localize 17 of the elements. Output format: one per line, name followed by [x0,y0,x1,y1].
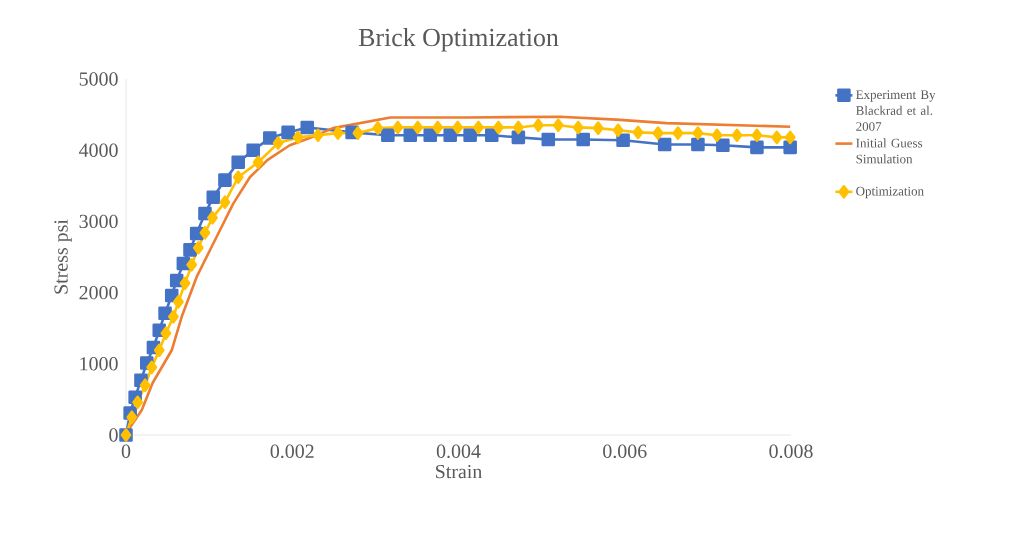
legend-label: Initial Guess Simulation [856,138,923,164]
x-axis-title: Strain [436,464,482,479]
y-tick-label: 0 [109,428,118,442]
y-tick-label: 3000 [79,214,118,229]
x-tick-label: 0.004 [436,444,481,459]
legend-label: Experiment By Blackrad et al. 2007 [856,90,936,131]
y-tick-label: 1000 [80,357,118,371]
y-tick-label: 2000 [79,285,118,300]
y-tick-label: 5000 [79,72,118,86]
y-tick-label: 4000 [79,143,118,157]
x-tick-label: 0 [121,444,131,458]
legend-label: Optimization [856,186,924,199]
chart-title: Brick Optimization [358,28,559,52]
x-tick-label: 0.008 [769,444,813,459]
x-tick-label: 0.002 [270,444,314,459]
x-tick-label: 0.006 [603,444,647,459]
y-axis-title: Stress psi [54,219,72,294]
